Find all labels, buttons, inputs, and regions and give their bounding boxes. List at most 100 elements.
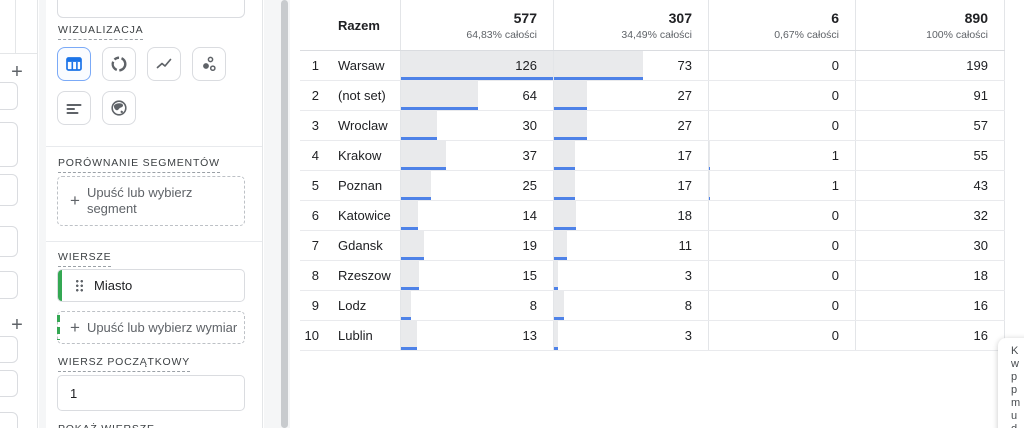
- panel-gap: [39, 0, 46, 428]
- cell-bar-line: [554, 287, 558, 290]
- cell-value: 73: [677, 58, 692, 73]
- viz-scatter-button[interactable]: [192, 47, 226, 81]
- cell-value: 25: [522, 178, 537, 193]
- truncated-control[interactable]: [57, 0, 245, 18]
- cell-value: 1: [831, 148, 839, 163]
- cell-bar: [709, 171, 711, 197]
- rail-chip[interactable]: [0, 174, 18, 206]
- rail-chip[interactable]: [0, 336, 18, 363]
- cell-value: 27: [677, 118, 692, 133]
- table-row[interactable]: 2 (not set) 64 27 0 91: [300, 81, 1005, 111]
- row-metric-cell: 16: [855, 321, 1005, 350]
- header-metric-4: 890 100% całości: [855, 0, 1005, 50]
- row-city: Lublin: [338, 328, 373, 343]
- start-row-input[interactable]: [57, 375, 245, 411]
- cell-bar-line: [554, 197, 575, 200]
- row-metric-cell: 0: [708, 51, 855, 80]
- add-icon[interactable]: +: [11, 61, 23, 83]
- panel-scrollbar[interactable]: [281, 0, 288, 428]
- table-row[interactable]: 4 Krakow 37 17 1 55: [300, 141, 1005, 171]
- row-metric-cell: 37: [400, 141, 553, 170]
- row-metric-cell: 30: [400, 111, 553, 140]
- rail-chip[interactable]: [0, 412, 18, 428]
- table-row[interactable]: 5 Poznan 25 17 1 43: [300, 171, 1005, 201]
- row-metric-cell: 3: [553, 261, 708, 290]
- cell-value: 14: [522, 208, 537, 223]
- cell-value: 16: [973, 328, 988, 343]
- table-row[interactable]: 1 Warsaw 126 73 0 199: [300, 51, 1005, 81]
- add-icon[interactable]: +: [11, 314, 23, 336]
- header-total-share: 100% całości: [926, 28, 988, 41]
- cell-bar: [401, 171, 432, 197]
- cell-bar-line: [401, 317, 411, 320]
- viz-donut-button[interactable]: [102, 47, 136, 81]
- rail-chip[interactable]: [0, 226, 18, 257]
- cell-value: 55: [973, 148, 988, 163]
- row-metric-cell: 27: [553, 111, 708, 140]
- table-row[interactable]: 6 Katowice 14 18 0 32: [300, 201, 1005, 231]
- viz-line-button[interactable]: [147, 47, 181, 81]
- viz-table-button[interactable]: [57, 47, 91, 81]
- row-rank: 3: [311, 118, 319, 133]
- plus-icon: +: [70, 191, 80, 210]
- cell-value: 0: [831, 328, 839, 343]
- row-metric-cell: 55: [855, 141, 1005, 170]
- cell-bar: [554, 201, 576, 227]
- viz-bar-button[interactable]: [57, 91, 91, 125]
- table-body: 1 Warsaw 126 73 0 199 2 (not set) 64 27 0 91 3 Wrocla…: [300, 51, 1005, 351]
- cell-bar-line: [554, 227, 576, 230]
- table-row[interactable]: 9 Lodz 8 8 0 16: [300, 291, 1005, 321]
- row-metric-cell: 13: [400, 321, 553, 350]
- row-city: (not set): [338, 88, 386, 103]
- cell-bar: [401, 231, 424, 257]
- cell-bar-line: [401, 137, 438, 140]
- segment-dropzone[interactable]: + Upuść lub wybierz segment: [57, 176, 245, 226]
- visualization-section-label: WIZUALIZACJA: [58, 24, 144, 40]
- cell-bar-line: [554, 107, 587, 110]
- cell-value: 11: [678, 238, 693, 253]
- table-row[interactable]: 7 Gdansk 19 11 0 30: [300, 231, 1005, 261]
- row-metric-cell: 57: [855, 111, 1005, 140]
- rail-chip[interactable]: [0, 82, 18, 110]
- dimension-dropzone[interactable]: + Upuść lub wybierz wymiar: [57, 311, 245, 344]
- header-metric-2: 307 34,49% całości: [553, 0, 708, 50]
- row-metric-cell: 25: [400, 171, 553, 200]
- cell-bar: [709, 141, 711, 167]
- cell-value: 64: [522, 88, 537, 103]
- rail-chip[interactable]: [0, 122, 18, 167]
- cell-value: 0: [831, 88, 839, 103]
- cell-bar-line: [401, 167, 446, 170]
- row-metric-cell: 18: [855, 261, 1005, 290]
- cell-bar: [554, 261, 558, 287]
- table-row[interactable]: 10 Lublin 13 3 0 16: [300, 321, 1005, 351]
- tooltip-line: d: [1011, 423, 1024, 428]
- table-row[interactable]: 8 Rzeszow 15 3 0 18: [300, 261, 1005, 291]
- cell-value: 30: [522, 118, 537, 133]
- row-metric-cell: 11: [553, 231, 708, 260]
- rail-chip[interactable]: [0, 370, 18, 397]
- drag-handle-icon[interactable]: [75, 279, 84, 292]
- tooltip-text: Kwppmud: [1011, 345, 1024, 428]
- cell-bar-line: [554, 77, 644, 80]
- rail-divider: [0, 53, 38, 54]
- viz-geo-button[interactable]: [102, 91, 136, 125]
- dimension-chip-miasto[interactable]: Miasto: [57, 269, 245, 302]
- row-metric-cell: 30: [855, 231, 1005, 260]
- plus-icon: +: [70, 317, 80, 337]
- tooltip-line: u: [1011, 410, 1018, 422]
- header-rank-spacer: [300, 0, 335, 50]
- cell-bar-line: [401, 347, 417, 350]
- rail-tab-edge: [15, 0, 16, 53]
- table-row[interactable]: 3 Wroclaw 30 27 0 57: [300, 111, 1005, 141]
- bar-chart-icon: [66, 104, 82, 114]
- row-city: Wroclaw: [338, 118, 388, 133]
- row-metric-cell: 1: [708, 141, 855, 170]
- header-total-value: 577: [513, 9, 537, 26]
- rail-chip[interactable]: [0, 271, 18, 299]
- table-header: Razem 577 64,83% całości 307 34,49% całości…: [300, 0, 1005, 51]
- total-row-label: Razem: [338, 17, 380, 33]
- cell-value: 126: [515, 58, 537, 73]
- cell-bar-line: [554, 347, 558, 350]
- cell-value: 15: [522, 268, 537, 283]
